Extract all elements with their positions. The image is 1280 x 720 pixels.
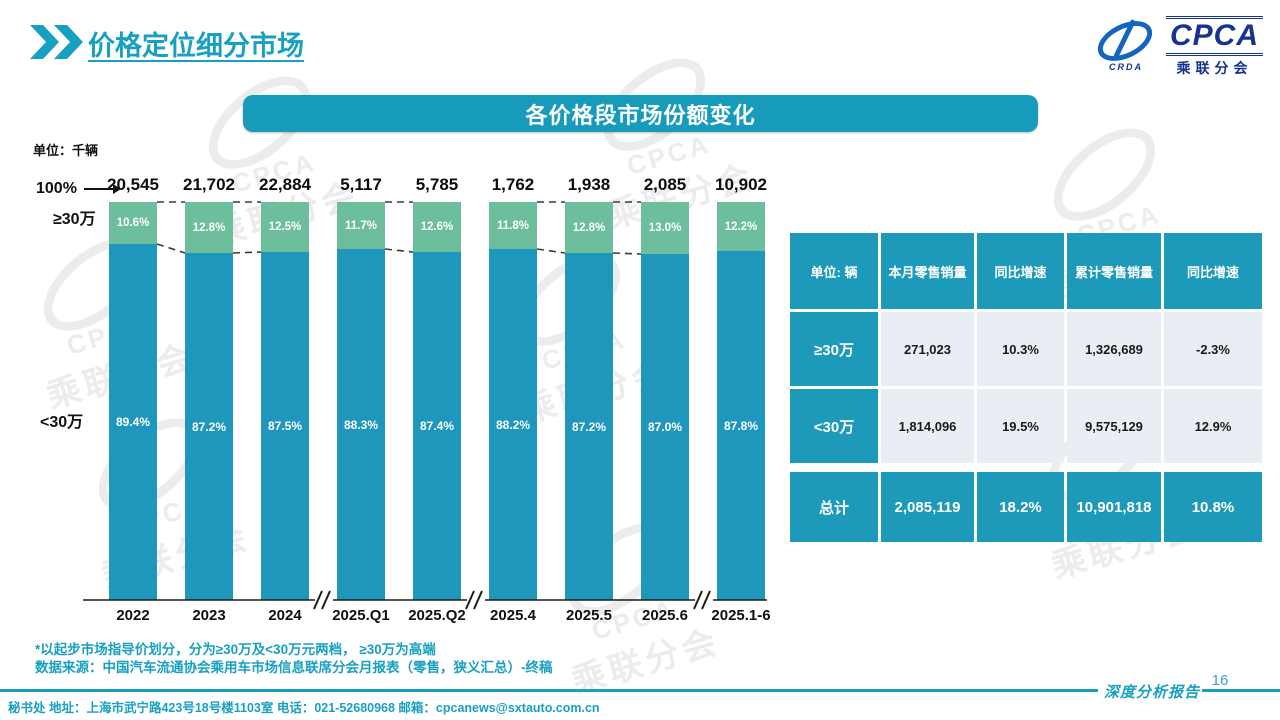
table-header-cell: 同比增速 [977, 233, 1064, 309]
bar-segment-lt30: 87.2% [565, 253, 613, 600]
x-axis-label: 2025.4 [490, 607, 536, 624]
summary-table: 单位: 辆本月零售销量 同比增速 累计零售销量 同比增速 ≥30万 271,023 10.3… [790, 233, 1262, 542]
cpca-logo: CRDA CPCA 乘联分会 [1091, 13, 1264, 78]
bar-segment-ge30: 11.8% [489, 202, 537, 249]
x-axis-label: 2024 [268, 607, 302, 624]
table-data-cell: 10,901,818 [1067, 472, 1161, 542]
table-row-label: <30万 [790, 389, 878, 463]
bar-total-label: 1,938 [567, 175, 611, 194]
table-data-cell: 9,575,129 [1067, 389, 1161, 463]
table-data-cell: 1,326,689 [1067, 312, 1161, 386]
bar-segment-lt30: 87.8% [717, 251, 765, 600]
bar-total-label: 10,902 [715, 175, 767, 194]
table-row: 单位: 辆本月零售销量 同比增速 累计零售销量 同比增速 [790, 233, 1262, 309]
table-data-cell: 2,085,119 [881, 472, 974, 542]
footnotes: *以起步市场指导价划分，分为≥30万及<30万元两档， ≥30万为高端 数据来源… [35, 641, 553, 677]
segment-bottom-label: <30万 [40, 414, 84, 431]
table-row: 总计 2,085,119 18.2% 10,901,818 10.8% [790, 472, 1262, 542]
table-row-label: 总计 [790, 472, 878, 542]
bar-segment-ge30: 12.8% [565, 202, 613, 253]
right-arrow-icon [83, 184, 121, 194]
bar-segment-ge30: 12.5% [261, 202, 309, 252]
footnote-line2: 数据来源：中国汽车流通协会乘用车市场信息联席分会月报表（零售，狭义汇总）-终稿 [35, 660, 553, 675]
table-data-cell: 1,814,096 [881, 389, 974, 463]
bar-total-label: 2,085 [643, 175, 687, 194]
bar-segment-lt30: 88.2% [489, 249, 537, 600]
axis-100-label: 100% [36, 180, 121, 198]
footer-rule-right [1202, 689, 1280, 692]
page-number: 16 [1211, 672, 1229, 689]
x-axis-label: 2025.6 [642, 607, 688, 624]
stacked-bar-chart: 20,545 10.6% 89.4% 2022 21,702 12.8% 87.2% 2023… [83, 173, 785, 643]
segment-top-label: ≥30万 [53, 211, 96, 228]
table-data-cell: 12.9% [1164, 389, 1262, 463]
double-chevron-icon [30, 25, 83, 59]
logo-crda-text: CRDA [1109, 62, 1143, 72]
bar-segment-lt30: 87.2% [185, 253, 233, 600]
table-data-cell: -2.3% [1164, 312, 1262, 386]
x-axis-label: 2022 [116, 607, 150, 624]
footer-contact: 秘书处 地址：上海市武宁路423号18号楼1103室 电话：021-526809… [8, 701, 600, 715]
bar-segment-lt30: 87.5% [261, 252, 309, 600]
bar-segment-lt30: 88.3% [337, 249, 385, 600]
table-data-cell: 18.2% [977, 472, 1064, 542]
table-header-cell: 本月零售销量 [881, 233, 974, 309]
table-row-label: ≥30万 [790, 312, 878, 386]
bar-segment-ge30: 10.6% [109, 202, 157, 244]
logo-chinese-name: 乘联分会 [1176, 60, 1253, 76]
logo-wordmark: CPCA 乘联分会 [1166, 16, 1264, 78]
bar-segment-lt30: 87.4% [413, 252, 461, 600]
bar-segment-lt30: 87.0% [641, 254, 689, 600]
footer-rule-left [0, 689, 1098, 692]
page-title: 价格定位细分市场 [88, 31, 304, 61]
table-data-cell: 271,023 [881, 312, 974, 386]
table-row: <30万 1,814,096 19.5% 9,575,129 12.9% [790, 389, 1262, 463]
report-series-label: 深度分析报告 [1104, 683, 1201, 701]
bar-segment-ge30: 12.8% [185, 202, 233, 253]
table-data-cell: 10.8% [1164, 472, 1262, 542]
x-axis-label: 2025.5 [566, 607, 612, 624]
bar-total-label: 5,117 [340, 175, 382, 194]
table-row: ≥30万 271,023 10.3% 1,326,689 -2.3% [790, 312, 1262, 386]
table-data-cell: 19.5% [977, 389, 1064, 463]
chart-title-banner: 各价格段市场份额变化 [243, 95, 1038, 132]
bar-segment-ge30: 11.7% [337, 202, 385, 249]
x-axis-label: 2025.Q2 [408, 607, 466, 624]
bar-total-label: 22,884 [259, 175, 311, 194]
cpca-logo-mark: CRDA [1091, 13, 1159, 76]
x-axis-label: 2023 [192, 607, 226, 624]
x-axis-label: 2025.Q1 [332, 607, 390, 624]
table-header-cell: 单位: 辆 [790, 233, 878, 309]
unit-label: 单位：千辆 [33, 143, 99, 158]
bar-total-label: 5,785 [415, 175, 459, 194]
x-axis-label: 2025.1-6 [711, 607, 771, 624]
chart-axis-and-connectors [83, 201, 767, 610]
table-header-cell: 累计零售销量 [1067, 233, 1161, 309]
bar-segment-ge30: 12.2% [717, 202, 765, 251]
bar-segment-ge30: 12.6% [413, 202, 461, 252]
footnote-line1: *以起步市场指导价划分，分为≥30万及<30万元两档， ≥30万为高端 [35, 642, 436, 657]
logo-acronym: CPCA [1166, 16, 1264, 56]
table-header-cell: 同比增速 [1164, 233, 1262, 309]
bar-total-label: 21,702 [183, 175, 235, 194]
bar-segment-ge30: 13.0% [641, 202, 689, 254]
axis-100-text: 100% [36, 180, 77, 197]
bar-total-label: 1,762 [491, 175, 535, 194]
bar-segment-lt30: 89.4% [109, 244, 157, 600]
table-data-cell: 10.3% [977, 312, 1064, 386]
